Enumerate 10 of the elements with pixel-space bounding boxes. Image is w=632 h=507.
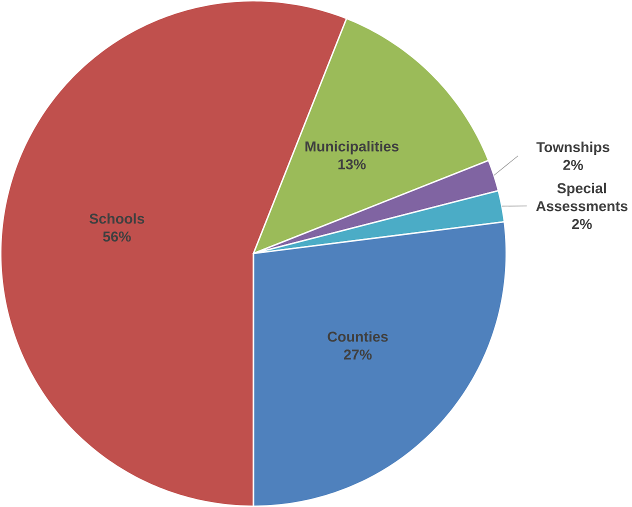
- slice-label: Schools: [90, 213, 144, 224]
- slice-label: Counties: [328, 331, 388, 342]
- data-label: 56%: [103, 232, 131, 242]
- data-label: 2%: [572, 218, 592, 230]
- slice-label: Special Assessments: [536, 182, 628, 212]
- data-label: 27%: [344, 350, 372, 360]
- slice-label: Municipalities: [305, 140, 399, 154]
- slice-label: Townships: [536, 142, 610, 156]
- data-label: 13%: [338, 159, 366, 170]
- data-label: 2%: [563, 160, 584, 170]
